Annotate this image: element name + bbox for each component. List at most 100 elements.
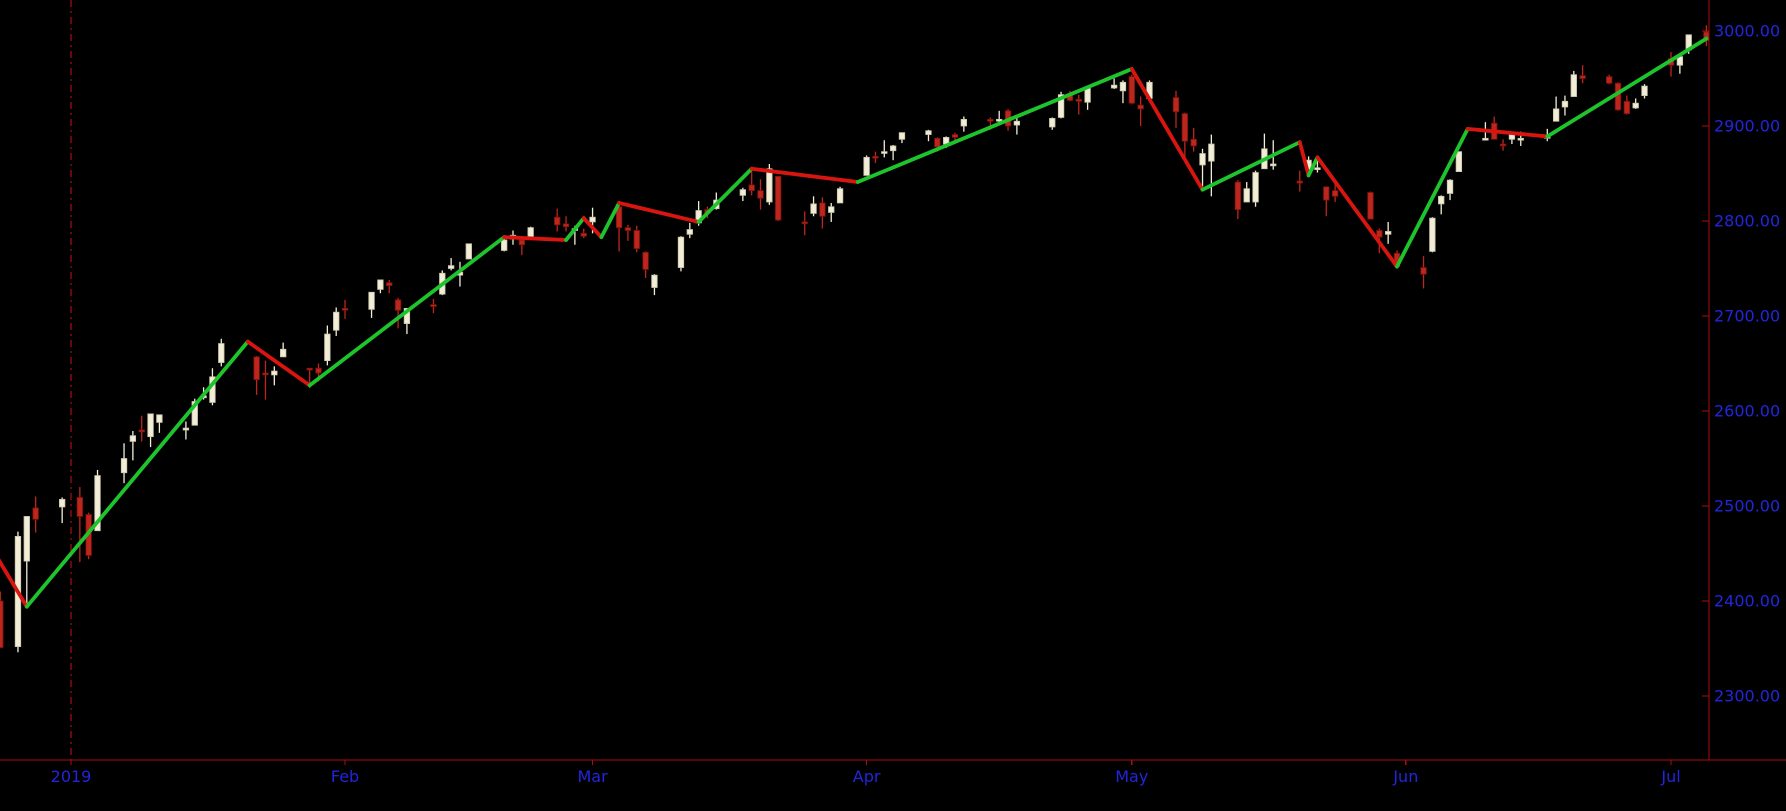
candle	[1119, 80, 1127, 104]
candle	[430, 298, 437, 314]
candle	[1438, 195, 1445, 215]
candle-body	[368, 291, 375, 310]
candle-body	[324, 333, 331, 362]
candle	[624, 224, 632, 241]
y-axis-label: 2500.00	[1714, 497, 1780, 516]
candle-body	[182, 427, 190, 431]
axes-layer	[0, 0, 1786, 765]
zigzag-up-segment	[1200, 140, 1302, 192]
candle	[1234, 180, 1242, 220]
candle-body	[1623, 100, 1630, 115]
candle	[1676, 56, 1684, 74]
candle	[1013, 118, 1021, 135]
candle-body	[120, 458, 128, 474]
candle-body	[1119, 81, 1127, 92]
candle	[138, 415, 145, 442]
candle-body	[76, 497, 83, 517]
candle	[341, 299, 349, 319]
y-axis-label: 2600.00	[1714, 402, 1780, 421]
candle-body	[1252, 172, 1259, 203]
candle-body	[23, 516, 30, 562]
candle	[642, 251, 649, 278]
candle-body	[1641, 85, 1648, 96]
candle-body	[1614, 82, 1622, 111]
candle-body	[1128, 76, 1135, 104]
zigzag-down-segment	[581, 216, 604, 240]
candle	[1331, 182, 1339, 202]
candle	[1084, 87, 1091, 110]
candle-body	[898, 132, 906, 140]
x-axis-label: Jul	[1660, 767, 1680, 786]
candle-body	[333, 311, 340, 331]
candle-body	[863, 156, 870, 176]
y-axis-label: 2900.00	[1714, 117, 1780, 136]
candle	[156, 414, 163, 433]
candle-body	[1243, 188, 1250, 203]
candle-body	[589, 216, 596, 223]
candle	[1703, 25, 1710, 47]
candle	[828, 202, 835, 222]
candle-body	[775, 175, 782, 221]
candle-body	[1367, 192, 1374, 220]
candle	[120, 443, 128, 484]
candle	[1499, 139, 1507, 151]
y-axis-label: 3000.00	[1714, 22, 1780, 41]
candle-body	[147, 413, 154, 438]
candle	[1614, 82, 1622, 111]
zigzag-down-segment	[245, 339, 312, 388]
candle	[1261, 133, 1268, 170]
candle-body	[253, 356, 260, 381]
candle	[1420, 256, 1427, 289]
candle-body	[0, 600, 4, 648]
candle-body	[271, 370, 278, 376]
candle	[1385, 221, 1392, 244]
candle	[368, 291, 375, 318]
candle	[262, 360, 269, 400]
candle-body	[59, 498, 66, 508]
candle-body	[1438, 195, 1445, 205]
zigzag-down-segment	[1297, 140, 1311, 178]
candle	[501, 239, 508, 252]
candle-body	[580, 232, 587, 237]
candle-body	[801, 221, 808, 225]
candle-body	[987, 118, 994, 122]
candle	[881, 140, 888, 158]
candle-body	[1270, 163, 1277, 167]
zigzag-down-segment	[1315, 155, 1399, 269]
candle-body	[129, 435, 137, 442]
candle-body	[819, 202, 826, 217]
candle-body	[1049, 118, 1056, 128]
candle-body	[1446, 179, 1454, 194]
candles-layer	[0, 25, 1710, 653]
candle	[836, 186, 844, 204]
candle	[324, 325, 331, 366]
zigzag-down-segment	[1465, 126, 1550, 139]
candle	[615, 205, 623, 252]
candle	[1455, 151, 1463, 172]
x-axis-label: Mar	[577, 767, 608, 786]
candle-body	[633, 230, 640, 249]
candle-body	[1234, 181, 1242, 211]
candle-body	[377, 279, 384, 290]
candle	[554, 208, 561, 232]
candle-body	[925, 130, 932, 135]
candle-body	[1376, 230, 1383, 238]
x-axis-label: Feb	[331, 767, 359, 786]
candle-body	[1190, 138, 1197, 147]
candle	[1623, 95, 1630, 115]
candle	[518, 239, 525, 256]
candle-body	[996, 118, 1003, 122]
candle	[872, 151, 879, 164]
candle-body	[1606, 76, 1613, 84]
candle-body	[836, 188, 844, 204]
x-axis-label: May	[1115, 767, 1148, 786]
candle	[810, 196, 817, 217]
candle-body	[1208, 143, 1215, 162]
candle-body	[138, 429, 145, 433]
candle-body	[1632, 102, 1639, 109]
candle-body	[501, 239, 508, 251]
candle	[898, 132, 906, 144]
candle-body	[642, 251, 649, 270]
